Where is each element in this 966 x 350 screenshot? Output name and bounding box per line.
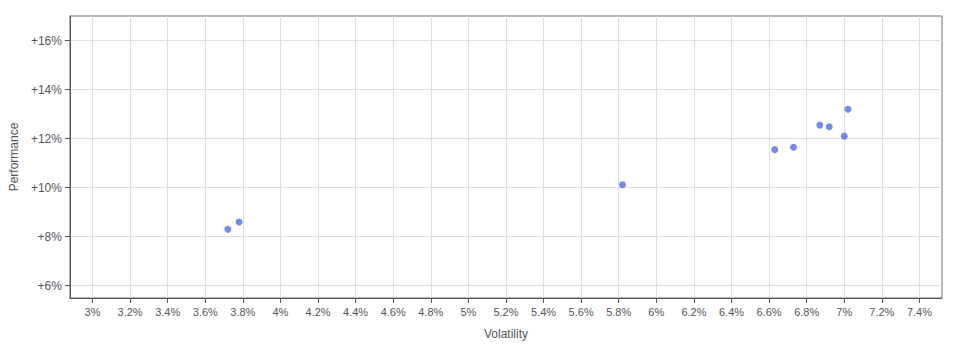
svg-text:+6%: +6% (38, 279, 63, 293)
svg-text:3%: 3% (85, 306, 101, 318)
svg-text:3.8%: 3.8% (230, 306, 255, 318)
svg-text:6%: 6% (648, 306, 664, 318)
svg-text:Performance: Performance (7, 122, 21, 191)
svg-text:+14%: +14% (31, 83, 62, 97)
svg-text:Volatility: Volatility (484, 327, 528, 341)
svg-text:3.6%: 3.6% (193, 306, 218, 318)
svg-text:6.8%: 6.8% (794, 306, 819, 318)
svg-text:3.2%: 3.2% (118, 306, 143, 318)
svg-text:6.2%: 6.2% (681, 306, 706, 318)
svg-text:3.4%: 3.4% (155, 306, 180, 318)
svg-text:5.8%: 5.8% (606, 306, 631, 318)
svg-text:+10%: +10% (31, 181, 62, 195)
svg-text:5.4%: 5.4% (531, 306, 556, 318)
svg-text:5.2%: 5.2% (493, 306, 518, 318)
svg-text:7.2%: 7.2% (869, 306, 894, 318)
svg-text:6.6%: 6.6% (757, 306, 782, 318)
svg-text:7%: 7% (836, 306, 852, 318)
svg-text:4.2%: 4.2% (305, 306, 330, 318)
svg-text:5%: 5% (460, 306, 476, 318)
svg-text:4.6%: 4.6% (381, 306, 406, 318)
svg-text:+16%: +16% (31, 34, 62, 48)
svg-text:4%: 4% (272, 306, 288, 318)
svg-text:6.4%: 6.4% (719, 306, 744, 318)
svg-text:4.8%: 4.8% (418, 306, 443, 318)
svg-text:4.4%: 4.4% (343, 306, 368, 318)
svg-text:+12%: +12% (31, 132, 62, 146)
svg-text:+8%: +8% (38, 230, 63, 244)
svg-text:7.4%: 7.4% (907, 306, 932, 318)
svg-text:5.6%: 5.6% (569, 306, 594, 318)
